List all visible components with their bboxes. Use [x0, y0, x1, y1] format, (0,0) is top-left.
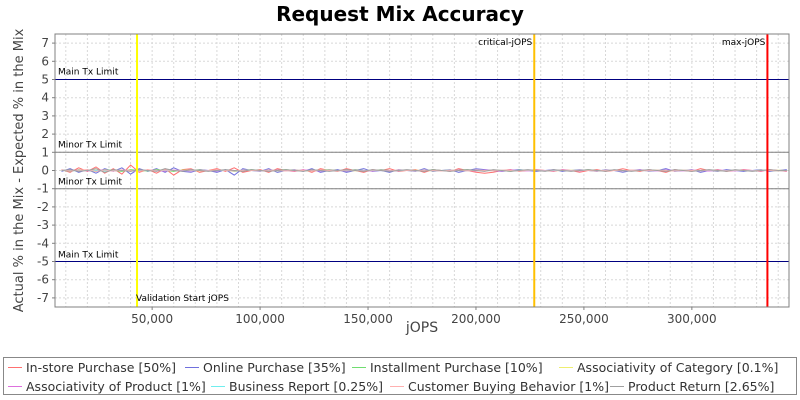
y-tick-label: 7: [41, 36, 49, 50]
y-tick-label: 6: [41, 54, 49, 68]
marker-label: critical-jOPS: [478, 38, 532, 48]
legend-item-in-store-purchase: In-store Purchase [50%]: [8, 358, 176, 377]
y-tick-label: -3: [37, 218, 49, 232]
legend-label: Business Report [0.25%]: [229, 379, 383, 394]
x-axis-label: jOPS: [405, 320, 438, 336]
legend-swatch: [8, 367, 22, 368]
y-tick-label: 5: [41, 73, 49, 87]
legend-label: Product Return [2.65%]: [628, 379, 775, 394]
legend-swatch: [8, 386, 22, 387]
legend-item-associativity-of-category: Associativity of Category [0.1%]: [559, 358, 778, 377]
legend-item-customer-buying-behavior: Customer Buying Behavior [1%]: [390, 377, 609, 396]
y-tick-label: 2: [41, 127, 49, 141]
legend-label: Associativity of Product [1%]: [26, 379, 206, 394]
y-tick-label: 4: [41, 91, 49, 105]
x-tick-label: 250,000: [559, 312, 609, 326]
legend-swatch: [559, 367, 573, 368]
y-tick-label: -2: [37, 200, 49, 214]
legend-item-online-purchase: Online Purchase [35%]: [185, 358, 346, 377]
legend-swatch: [352, 367, 366, 368]
legend-swatch: [610, 386, 624, 387]
y-tick-label: -6: [37, 273, 49, 287]
x-tick-label: 100,000: [235, 312, 285, 326]
x-tick-label: 200,000: [451, 312, 501, 326]
limit-label: Main Tx Limit: [58, 68, 119, 78]
chart-title: Request Mix Accuracy: [276, 2, 524, 26]
legend-label: Associativity of Category [0.1%]: [577, 360, 779, 375]
legend-label: Installment Purchase [10%]: [370, 360, 543, 375]
legend-item-associativity-of-product: Associativity of Product [1%]: [8, 377, 206, 396]
y-tick-label: 1: [41, 145, 49, 159]
y-tick-label: -1: [37, 182, 49, 196]
marker-label: max-jOPS: [722, 38, 766, 48]
series-line-7: [61, 168, 787, 173]
y-tick-label: -5: [37, 255, 49, 269]
legend-swatch: [390, 386, 404, 387]
y-tick-label: 3: [41, 109, 49, 123]
limit-label: Minor Tx Limit: [58, 178, 123, 188]
chart-legend: In-store Purchase [50%] Online Purchase …: [3, 357, 797, 395]
legend-swatch: [185, 367, 199, 368]
legend-label: In-store Purchase [50%]: [26, 360, 176, 375]
x-tick-label: 300,000: [667, 312, 717, 326]
limit-label: Main Tx Limit: [58, 251, 119, 261]
x-tick-label: 150,000: [343, 312, 393, 326]
legend-label: Online Purchase [35%]: [203, 360, 346, 375]
limit-label: Minor Tx Limit: [58, 140, 123, 150]
chart-plot: Main Tx Limit Minor Tx Limit Minor Tx Limi…: [12, 28, 790, 336]
legend-item-product-return: Product Return [2.65%]: [610, 377, 774, 396]
y-tick-label: -7: [37, 291, 49, 305]
y-tick-label: -4: [37, 236, 49, 250]
legend-swatch: [211, 386, 225, 387]
legend-item-business-report: Business Report [0.25%]: [211, 377, 383, 396]
marker-label: Validation Start jOPS: [136, 294, 229, 304]
y-axis-label: Actual % in the Mix - Expected % in the …: [12, 28, 27, 312]
legend-item-installment-purchase: Installment Purchase [10%]: [352, 358, 543, 377]
legend-label: Customer Buying Behavior [1%]: [408, 379, 609, 394]
x-tick-label: 50,000: [131, 312, 173, 326]
y-tick-label: 0: [41, 164, 49, 178]
